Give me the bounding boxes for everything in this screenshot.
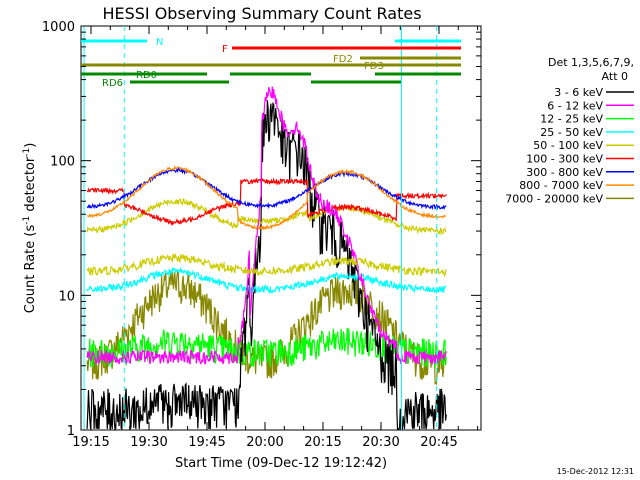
x-axis-label: Start Time (09-Dec-12 19:12:42) xyxy=(175,456,387,471)
x-tick-label: 20:15 xyxy=(304,435,341,450)
legend-entry-label: 100 - 300 keV xyxy=(526,153,603,166)
flag-label-rd6: RD6 xyxy=(102,78,123,89)
plot-frame xyxy=(80,25,482,431)
y-axis-label: Count Rate (s-1 detector-1) xyxy=(22,143,38,314)
flag-label-rd0: RD0 xyxy=(136,70,157,81)
legend-entry-label: 800 - 7000 keV xyxy=(519,179,603,192)
legend-entry-label: 12 - 25 keV xyxy=(540,113,603,126)
legend-entry-label: 300 - 800 keV xyxy=(526,166,603,179)
legend-entry-label: 3 - 6 keV xyxy=(554,86,603,99)
series-line-50-100keV-lower xyxy=(86,253,447,278)
flag-label-fd2: FD2 xyxy=(333,54,353,65)
footer-timestamp: 15-Dec-2012 12:31 xyxy=(557,467,634,476)
series-line-100-300keV xyxy=(86,177,447,227)
y-tick-label: 1 xyxy=(67,424,75,439)
series-line-25-50keV xyxy=(86,266,447,295)
chart-title: HESSI Observing Summary Count Rates xyxy=(102,4,421,23)
x-tick-label: 19:45 xyxy=(188,435,225,450)
legend-header-line1: Det 1,3,5,6,7,9, xyxy=(548,56,634,69)
series-line-12-25keV xyxy=(86,327,447,369)
legend-header-line2: Att 0 xyxy=(602,70,628,83)
series-line-6-12keV xyxy=(86,86,447,366)
legend-entry-label: 6 - 12 keV xyxy=(547,99,603,112)
series-line-800-7000keV xyxy=(87,165,447,231)
flag-label-fd3: FD3 xyxy=(364,61,384,72)
y-tick-label: 10 xyxy=(58,289,75,304)
x-tick-label: 20:45 xyxy=(420,435,457,450)
series-line-3-6keV xyxy=(86,100,447,431)
series-line-300-800keV xyxy=(86,167,447,211)
legend-entry-label: 50 - 100 keV xyxy=(533,139,603,152)
legend-entry-label: 25 - 50 keV xyxy=(540,126,603,139)
y-tick-label: 100 xyxy=(50,155,75,170)
x-tick-label: 19:15 xyxy=(72,435,109,450)
x-tick-label: 20:00 xyxy=(246,435,283,450)
x-tick-label: 19:30 xyxy=(130,435,167,450)
flag-label-n: N xyxy=(156,37,163,48)
series-line-50-100keV xyxy=(86,197,447,236)
legend-entry-label: 7000 - 20000 keV xyxy=(505,192,603,205)
x-tick-label: 20:30 xyxy=(362,435,399,450)
flag-label-f: F xyxy=(222,44,228,55)
y-tick-label: 1000 xyxy=(42,20,75,35)
